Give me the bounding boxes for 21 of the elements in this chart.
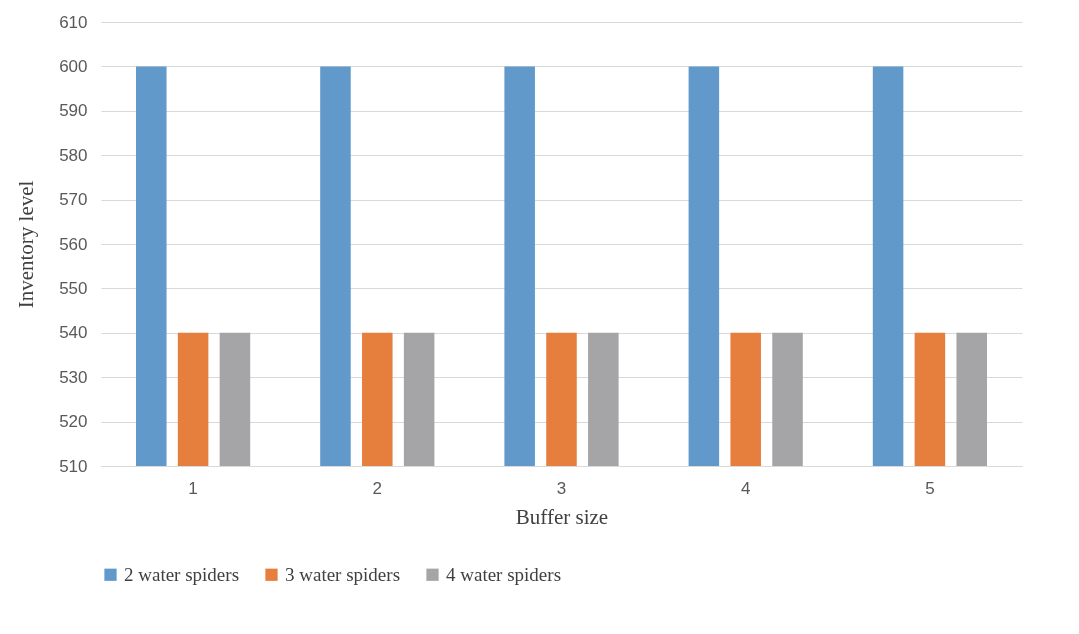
x-tick-label: 2 [372,478,383,498]
y-tick-label: 560 [59,234,88,254]
y-tick-label: 610 [59,12,88,32]
y-tick-label: 520 [59,412,88,432]
x-tick-label: 3 [556,478,567,498]
y-tick-label: 540 [59,323,88,343]
y-tick-label: 590 [59,101,88,121]
y-tick-label: 510 [59,456,88,476]
y-tick-label: 550 [59,278,88,298]
x-tick-label: 4 [740,478,751,498]
y-tick-label: 570 [59,190,88,210]
y-tick-label: 600 [59,56,88,76]
y-tick-label: 580 [59,145,88,165]
x-tick-label: 1 [188,478,198,498]
x-axis-title: Buffer size [515,504,609,529]
legend-label: 2 water spiders [124,563,240,585]
y-tick-label: 530 [59,367,88,387]
y-axis-title: Inventory level [14,180,39,309]
x-tick-label: 5 [925,478,935,498]
legend-label: 4 water spiders [446,563,562,585]
legend-label: 3 water spiders [285,563,401,585]
